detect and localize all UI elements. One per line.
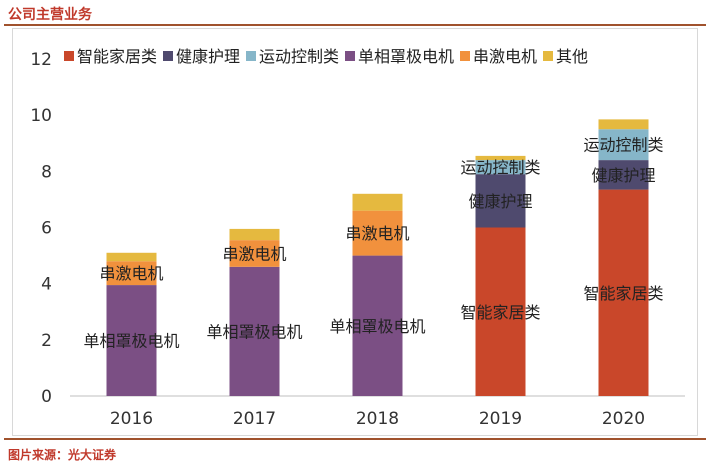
legend-label: 健康护理 <box>176 47 240 66</box>
bar-segment <box>229 266 280 396</box>
header-bar: 公司主营业务 <box>4 0 706 26</box>
x-tick-label: 2019 <box>479 409 522 429</box>
data-label: 串激电机 <box>99 264 163 283</box>
source-note: 图片来源：光大证券 <box>8 448 117 462</box>
legend-swatch <box>345 51 356 61</box>
data-label: 智能家居类 <box>460 303 540 322</box>
data-label: 串激电机 <box>222 244 286 263</box>
bar-segment <box>106 285 157 396</box>
data-label: 健康护理 <box>591 166 655 185</box>
data-label: 运动控制类 <box>460 158 540 177</box>
legend-swatch <box>543 51 554 61</box>
legend-label: 其他 <box>556 47 588 66</box>
y-tick-label: 4 <box>41 275 52 295</box>
bar-segment <box>475 160 526 175</box>
bar-segment <box>352 255 403 396</box>
bar-segment <box>598 129 649 161</box>
legend-swatch <box>64 51 74 61</box>
bar-segment <box>475 174 526 228</box>
data-label: 单相罩极电机 <box>83 332 179 351</box>
y-tick-label: 8 <box>41 162 52 182</box>
legend-label: 单相罩极电机 <box>358 47 454 66</box>
legend-swatch <box>163 51 174 61</box>
bar-segment <box>598 119 649 130</box>
bar-segment <box>229 240 280 267</box>
data-label: 单相罩极电机 <box>206 322 302 341</box>
bar-segment <box>106 252 157 262</box>
footer-bar: 图片来源：光大证券 <box>4 438 706 466</box>
bar-segment <box>598 160 649 190</box>
y-tick-label: 10 <box>30 106 52 126</box>
bar-segment <box>229 228 280 241</box>
page-title: 公司主营业务 <box>8 7 92 23</box>
x-tick-label: 2018 <box>356 409 399 429</box>
legend-swatch <box>460 51 471 61</box>
y-tick-label: 0 <box>41 387 52 407</box>
bar-segment <box>475 155 526 161</box>
data-label: 串激电机 <box>345 224 409 243</box>
bar-segment <box>352 210 403 256</box>
legend-label: 串激电机 <box>473 47 537 66</box>
y-tick-label: 6 <box>41 219 52 239</box>
bar-segment <box>106 261 157 286</box>
chart-frame <box>12 28 698 436</box>
legend-label: 智能家居类 <box>77 47 157 66</box>
y-tick-label: 2 <box>41 331 52 351</box>
legend-swatch <box>246 51 257 61</box>
data-label: 智能家居类 <box>583 284 663 303</box>
data-label: 单相罩极电机 <box>329 317 425 336</box>
x-tick-label: 2017 <box>233 409 276 429</box>
bar-segment <box>352 193 403 211</box>
legend-label: 运动控制类 <box>259 47 339 66</box>
data-label: 运动控制类 <box>583 136 663 155</box>
bar-segment <box>475 227 526 396</box>
bar-segment <box>598 189 649 396</box>
data-label: 健康护理 <box>468 192 532 211</box>
y-tick-label: 12 <box>30 50 52 70</box>
x-tick-label: 2020 <box>602 409 645 429</box>
x-tick-label: 2016 <box>110 409 153 429</box>
